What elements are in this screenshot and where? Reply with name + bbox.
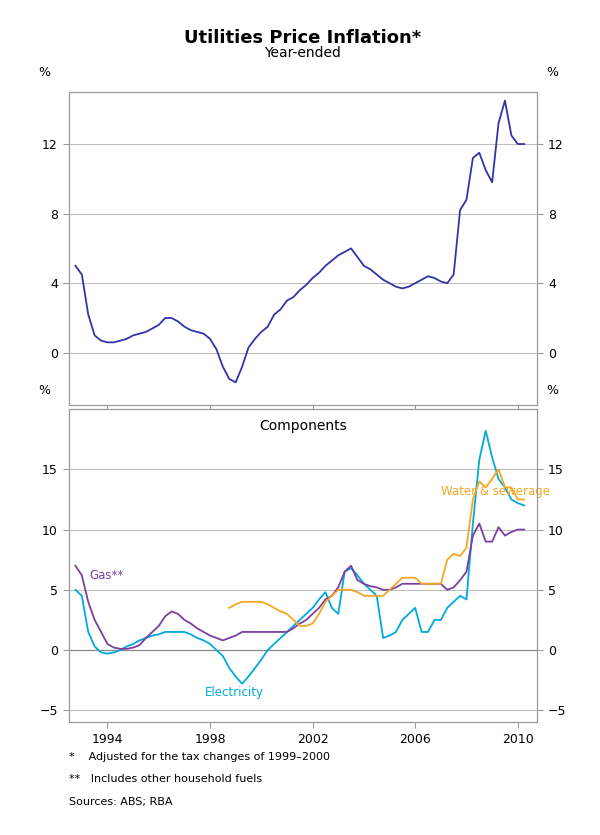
Text: *    Adjusted for the tax changes of 1999–2000: * Adjusted for the tax changes of 1999–2… xyxy=(69,752,330,762)
Text: Year-ended: Year-ended xyxy=(265,46,341,60)
Text: %: % xyxy=(38,66,50,79)
Text: Sources: ABS; RBA: Sources: ABS; RBA xyxy=(69,797,173,807)
Text: %: % xyxy=(546,66,558,79)
Text: Utilities Price Inflation*: Utilities Price Inflation* xyxy=(184,29,422,48)
Text: **   Includes other household fuels: ** Includes other household fuels xyxy=(69,774,262,784)
Text: %: % xyxy=(546,383,558,397)
Text: %: % xyxy=(38,383,50,397)
Text: Water & sewerage: Water & sewerage xyxy=(441,484,550,498)
Text: Gas**: Gas** xyxy=(89,569,124,582)
Text: Electricity: Electricity xyxy=(205,686,264,699)
Text: Components: Components xyxy=(259,418,347,433)
